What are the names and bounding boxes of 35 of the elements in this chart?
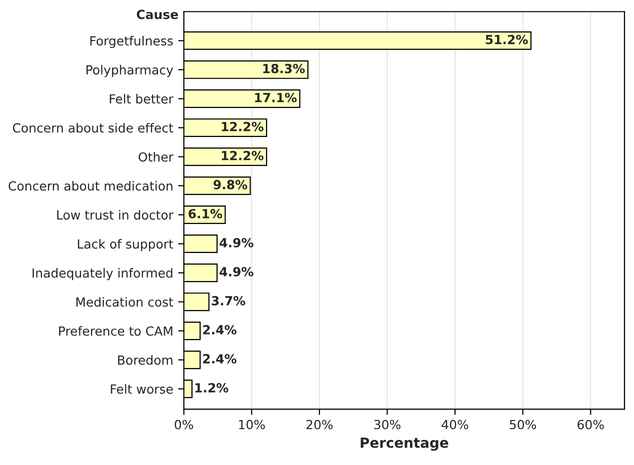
data-label: 2.4% <box>203 325 236 334</box>
data-label: 17.1% <box>255 92 297 102</box>
data-label: 4.9% <box>220 238 254 248</box>
data-label: 6.1% <box>188 208 222 218</box>
x-tick-label: 50% <box>510 420 536 430</box>
x-tick-label: 0% <box>174 420 194 430</box>
data-label: 4.9% <box>220 266 254 276</box>
data-label: 12.2% <box>222 122 264 132</box>
x-tick-label: 30% <box>374 420 400 430</box>
y-tick-label: Concern about side effect <box>12 122 174 133</box>
y-tick-label: Lack of support <box>78 239 174 252</box>
y-tick-label: Felt better <box>110 94 174 104</box>
y-tick-label: Medication cost <box>76 297 174 307</box>
data-label: 3.7% <box>212 296 246 306</box>
y-tick-label: Inadequately informed <box>32 268 172 280</box>
y-axis-title: Cause <box>136 10 178 20</box>
y-tick-label: Low trust in doctor <box>57 210 174 220</box>
y-tick-label: Preference to CAM <box>59 326 172 336</box>
data-label: 12.2% <box>222 150 264 160</box>
y-tick-label: Concern about medication <box>8 180 172 191</box>
data-label: 51.2% <box>486 34 528 44</box>
data-label: 9.8% <box>214 180 248 190</box>
x-tick-label: 20% <box>306 420 333 430</box>
x-tick-label: 60% <box>578 420 604 430</box>
x-axis-title: Percentage <box>360 438 448 451</box>
x-tick-label: 40% <box>442 420 468 430</box>
y-tick-label: Boredom <box>118 355 172 365</box>
y-tick-label: Forgetfulness <box>90 36 173 48</box>
x-tick-label: 10% <box>239 420 265 430</box>
data-label: 1.2% <box>195 383 228 393</box>
y-tick-label: Felt worse <box>110 384 173 394</box>
data-label: 18.3% <box>263 64 305 74</box>
y-tick-label: Other <box>138 152 174 162</box>
data-label: 2.4% <box>203 354 236 364</box>
y-tick-label: Polypharmacy <box>86 64 174 78</box>
